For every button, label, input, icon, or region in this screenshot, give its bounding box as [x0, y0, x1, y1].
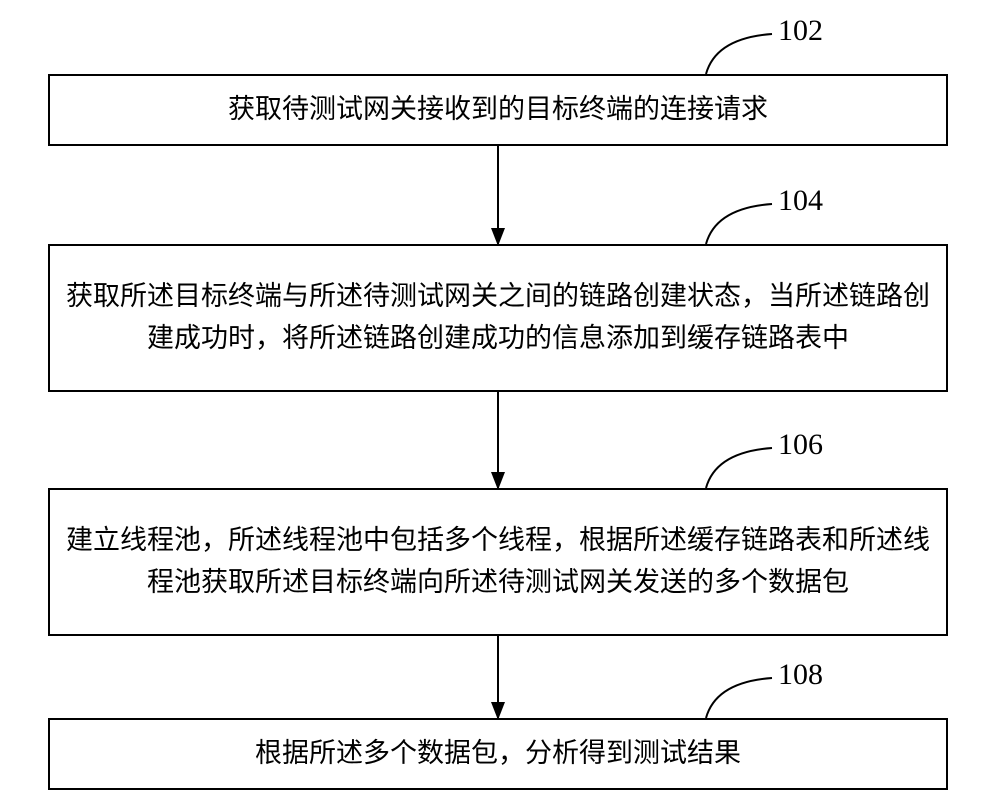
flow-label-104: 104 [778, 184, 823, 218]
flow-node-104: 获取所述目标终端与所述待测试网关之间的链路创建状态，当所述链路创建成功时，将所述… [48, 244, 948, 392]
flow-label-106: 106 [778, 428, 823, 462]
label-curve-102 [706, 34, 772, 74]
label-curve-108 [706, 678, 772, 718]
flow-label-102: 102 [778, 14, 823, 48]
flow-node-102: 获取待测试网关接收到的目标终端的连接请求 [48, 74, 948, 146]
flow-node-104-text: 获取所述目标终端与所述待测试网关之间的链路创建状态，当所述链路创建成功时，将所述… [60, 276, 936, 360]
label-curve-106 [706, 448, 772, 488]
flow-node-108: 根据所述多个数据包，分析得到测试结果 [48, 718, 948, 790]
flow-node-106-text: 建立线程池，所述线程池中包括多个线程，根据所述缓存链路表和所述线程池获取所述目标… [60, 520, 936, 604]
label-curve-104 [706, 204, 772, 244]
flow-node-106: 建立线程池，所述线程池中包括多个线程，根据所述缓存链路表和所述线程池获取所述目标… [48, 488, 948, 636]
flow-node-108-text: 根据所述多个数据包，分析得到测试结果 [60, 733, 936, 775]
flow-label-108: 108 [778, 658, 823, 692]
flow-node-102-text: 获取待测试网关接收到的目标终端的连接请求 [60, 89, 936, 131]
flowchart-canvas: 获取待测试网关接收到的目标终端的连接请求 获取所述目标终端与所述待测试网关之间的… [0, 0, 1000, 793]
